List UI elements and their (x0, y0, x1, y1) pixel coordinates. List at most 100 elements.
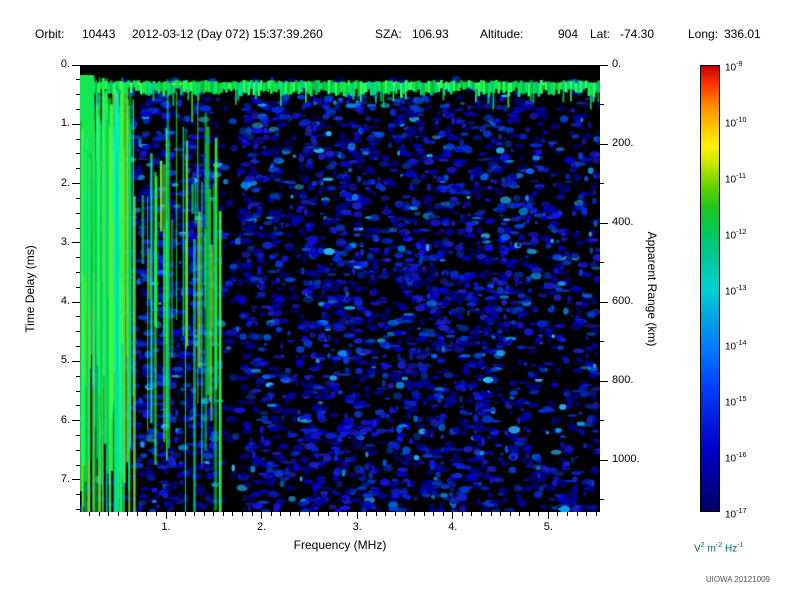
colorbar-tick-label: 10-17 (725, 506, 747, 521)
x-tick-label: 4. (448, 521, 458, 533)
y-left-tick-label: 6. (60, 413, 70, 426)
y-left-tick-label: 5. (60, 354, 70, 367)
x-minor-tick (299, 512, 301, 516)
x-minor-tick (146, 512, 148, 516)
x-minor-tick (595, 512, 597, 516)
y-left-minor-tick (76, 79, 80, 81)
y-left-tick (72, 183, 80, 185)
x-minor-tick (433, 512, 435, 516)
x-minor-tick (528, 512, 530, 516)
x-minor-tick (328, 512, 330, 516)
y-left-minor-tick (76, 227, 80, 229)
y-right-minor-tick (600, 499, 604, 501)
y-left-minor-tick (76, 494, 80, 496)
lat-label: Lat: (590, 27, 611, 41)
y-left-minor-tick (76, 94, 80, 96)
y-left-minor-tick (76, 405, 80, 407)
y-right-minor-tick (600, 183, 604, 185)
y-left-minor-tick (76, 138, 80, 140)
x-minor-tick (471, 512, 473, 516)
x-minor-tick (184, 512, 186, 516)
x-minor-tick (289, 512, 291, 516)
colorbar-tick-label: 10-10 (725, 114, 747, 130)
y-left-minor-tick (76, 346, 80, 348)
y-left-tick (72, 420, 80, 422)
colorbar-tick-label: 10-11 (725, 170, 746, 186)
x-tick-label: 1. (161, 521, 171, 533)
x-minor-tick (567, 512, 568, 516)
x-minor-tick (442, 512, 444, 516)
colorbar-tick-label: 10-15 (725, 394, 747, 409)
y-left-tick-label: 2. (60, 176, 70, 189)
y-left-tick (72, 123, 80, 125)
y-left-tick-label: 1. (60, 117, 70, 130)
x-minor-tick (155, 512, 157, 516)
colorbar-tick-label: 10-13 (725, 282, 747, 297)
sza-value: 106.93 (412, 27, 449, 41)
y-left-minor-tick (76, 449, 80, 451)
x-minor-tick (108, 512, 110, 516)
x-minor-tick (385, 512, 387, 516)
x-minor-tick (557, 512, 559, 516)
y-right-tick-label: 1000. (612, 453, 640, 466)
x-minor-tick (127, 512, 129, 516)
x-minor-tick (586, 512, 588, 516)
x-minor-tick (280, 512, 282, 516)
y-right-minor-tick (600, 420, 604, 422)
x-tick (452, 512, 454, 519)
y-axis-title-right: Apparent Range (km) (645, 231, 659, 347)
credit-text: UIOWA 20121009 (705, 575, 770, 584)
y-left-tick-label: 7. (60, 472, 70, 485)
y-left-minor-tick (76, 271, 80, 273)
y-right-tick-label: 600. (612, 295, 634, 308)
colorbar-tick-label: 10-16 (725, 450, 747, 465)
colorbar-units-label: V2 m-2 Hz-1 (694, 540, 744, 555)
x-tick (547, 512, 549, 519)
x-minor-tick (203, 512, 205, 516)
colorbar-tick-label: 10-12 (725, 226, 747, 241)
colorbar-tick-label: 10-14 (725, 338, 747, 353)
x-minor-tick (394, 512, 396, 516)
x-minor-tick (251, 512, 253, 516)
y-left-tick-label: 3. (60, 235, 70, 248)
y-left-tick (72, 360, 80, 362)
x-minor-tick (213, 512, 215, 516)
x-tick (165, 512, 167, 519)
y-left-tick (72, 479, 80, 481)
x-minor-tick (270, 512, 272, 516)
x-minor-tick (538, 512, 540, 516)
long-label: Long: (688, 27, 719, 41)
x-minor-tick (404, 512, 406, 516)
y-right-minor-tick (600, 341, 604, 343)
x-minor-tick (366, 512, 368, 516)
y-left-minor-tick (76, 286, 80, 288)
x-minor-tick (480, 512, 482, 516)
datetime-value: 2012-03-12 (Day 072) 15:37:39.260 (132, 27, 323, 41)
y-left-minor-tick (76, 257, 80, 259)
y-right-tick (600, 459, 608, 461)
x-tick (356, 512, 358, 519)
x-minor-tick (89, 512, 91, 516)
y-right-tick (600, 222, 608, 224)
x-minor-tick (490, 512, 492, 516)
altitude-value: 904 (558, 27, 579, 41)
y-left-minor-tick (76, 435, 80, 437)
x-minor-tick (194, 512, 196, 516)
y-right-tick (600, 380, 608, 382)
x-minor-tick (576, 512, 578, 516)
x-tick-label: 2. (257, 521, 267, 533)
y-left-tick-label: 0. (60, 58, 70, 70)
y-right-tick-label: 800. (612, 374, 634, 387)
spectrogram-canvas (80, 65, 600, 512)
x-minor-tick (519, 512, 521, 516)
x-minor-tick (509, 512, 511, 516)
x-axis-title: Frequency (MHz) (293, 538, 387, 552)
y-left-minor-tick (76, 153, 80, 155)
y-right-minor-tick (600, 262, 604, 264)
x-minor-tick (337, 512, 339, 516)
x-minor-tick (117, 512, 119, 516)
x-minor-tick (136, 512, 138, 516)
sza-label: SZA: (375, 27, 402, 41)
y-left-tick (72, 64, 80, 66)
